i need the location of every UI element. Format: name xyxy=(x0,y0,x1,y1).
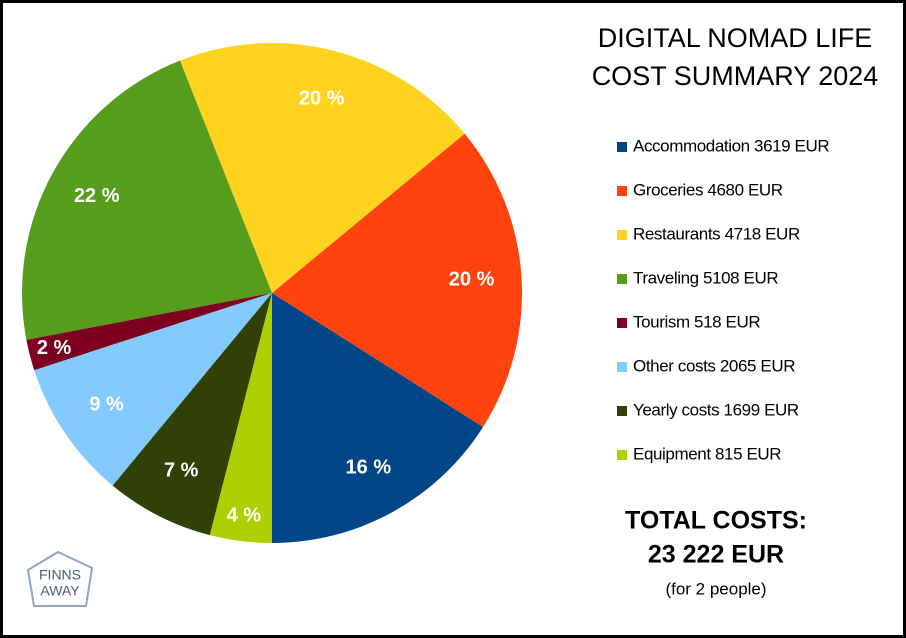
logo-text: FINNS xyxy=(39,567,81,583)
total-value: 23 222 EUR xyxy=(648,541,784,569)
legend-swatch xyxy=(617,362,627,372)
logo: FINNS AWAY xyxy=(26,550,94,607)
legend-swatch xyxy=(617,230,627,240)
total-note: (for 2 people) xyxy=(665,579,766,598)
legend-swatch xyxy=(617,450,627,460)
legend-swatch xyxy=(617,406,627,416)
legend-label: Restaurants 4718 EUR xyxy=(633,224,800,243)
legend-label: Other costs 2065 EUR xyxy=(633,356,795,375)
data-label: 4 % xyxy=(227,505,262,527)
legend-label: Equipment 815 EUR xyxy=(633,444,781,463)
legend-label: Yearly costs 1699 EUR xyxy=(633,400,799,419)
pie-slice xyxy=(272,293,484,543)
legend-label: Traveling 5108 EUR xyxy=(633,268,778,287)
legend-label: Accommodation 3619 EUR xyxy=(633,136,829,155)
legend-swatch xyxy=(617,186,627,196)
pie-slice xyxy=(179,43,465,294)
pie-slice xyxy=(26,293,272,371)
pie-slice xyxy=(112,293,272,536)
data-label: 2 % xyxy=(37,337,72,359)
pie-slice xyxy=(22,60,272,340)
pie-slice xyxy=(209,293,272,543)
logo-text: AWAY xyxy=(40,583,80,599)
chart-title: COST SUMMARY 2024 xyxy=(592,61,879,91)
data-label: 9 % xyxy=(89,394,124,416)
pie-slice xyxy=(272,133,522,427)
data-label: 20 % xyxy=(449,269,495,291)
chart-title: DIGITAL NOMAD LIFE xyxy=(598,23,873,53)
data-label: 7 % xyxy=(164,459,199,481)
pie-slice xyxy=(34,293,272,486)
legend-label: Tourism 518 EUR xyxy=(633,312,760,331)
data-label: 22 % xyxy=(74,185,120,207)
legend-label: Groceries 4680 EUR xyxy=(633,180,783,199)
legend-swatch xyxy=(617,318,627,328)
total-label: TOTAL COSTS: xyxy=(625,507,807,535)
data-label: 16 % xyxy=(346,457,392,479)
legend-swatch xyxy=(617,274,627,284)
legend-swatch xyxy=(617,142,627,152)
data-label: 20 % xyxy=(299,88,345,110)
